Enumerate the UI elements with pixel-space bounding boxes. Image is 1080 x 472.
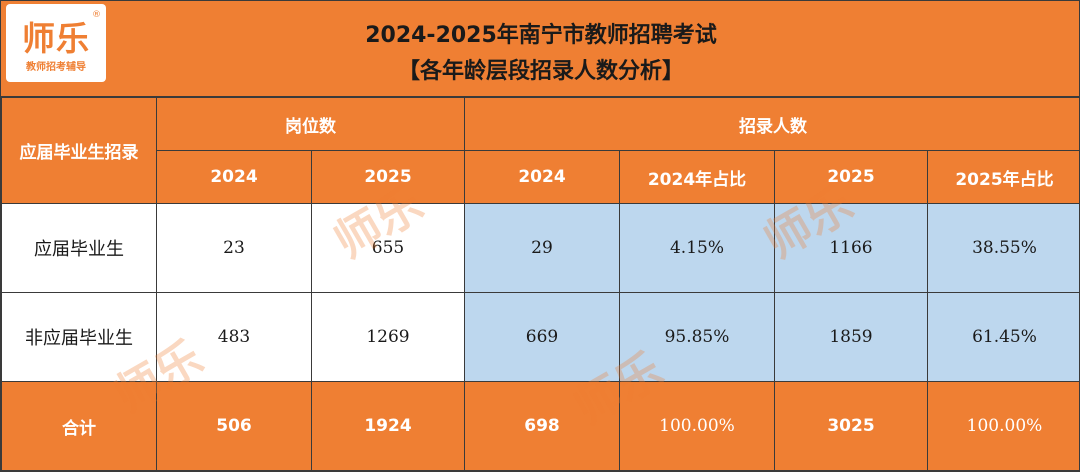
- logo-text: 师乐: [22, 19, 90, 58]
- total-cell: 1924: [311, 381, 465, 471]
- total-cell: 100.00%: [619, 381, 775, 471]
- registered-mark: ®: [92, 10, 101, 20]
- row-label: 非应届毕业生: [1, 292, 157, 382]
- corner-header: 应届毕业生招录: [1, 97, 157, 204]
- table-cell: 1269: [311, 292, 465, 382]
- total-cell: 3025: [774, 381, 928, 471]
- table-cell: 669: [464, 292, 620, 382]
- total-cell: 698: [464, 381, 620, 471]
- table-cell: 1859: [774, 292, 928, 382]
- logo: 师乐 ® 教师招考辅导: [6, 4, 106, 82]
- group-header-posts: 岗位数: [156, 97, 465, 151]
- table-cell: 4.15%: [619, 203, 775, 293]
- header-banner: 师乐 ® 教师招考辅导 2024-2025年南宁市教师招聘考试 【各年龄层段招录…: [1, 1, 1079, 97]
- subheader: 2025: [774, 150, 928, 204]
- page-title: 2024-2025年南宁市教师招聘考试: [365, 23, 717, 48]
- total-label: 合计: [1, 381, 157, 471]
- subheader: 2024: [156, 150, 312, 204]
- subheader: 2024年占比: [619, 150, 775, 204]
- table-cell: 655: [311, 203, 465, 293]
- total-cell: 100.00%: [927, 381, 1079, 471]
- table-cell: 38.55%: [927, 203, 1079, 293]
- logo-subtitle: 教师招考辅导: [26, 62, 86, 73]
- table-cell: 1166: [774, 203, 928, 293]
- total-row: 合计 506 1924 698 100.00% 3025 100.00%: [1, 381, 1079, 471]
- table-cell: 483: [156, 292, 312, 382]
- hiring-table: 应届毕业生招录 岗位数 招录人数 2024 2025 2024 2024年占比 …: [1, 97, 1079, 471]
- subheader: 2024: [464, 150, 620, 204]
- table-cell: 29: [464, 203, 620, 293]
- table-cell: 23: [156, 203, 312, 293]
- table-cell: 61.45%: [927, 292, 1079, 382]
- subheader: 2025: [311, 150, 465, 204]
- subheader: 2025年占比: [927, 150, 1079, 204]
- table-row: 应届毕业生 23 655 29 4.15% 1166 38.55%: [1, 203, 1079, 293]
- total-cell: 506: [156, 381, 312, 471]
- group-header-hires: 招录人数: [464, 97, 1079, 151]
- page-subtitle: 【各年龄层段招录人数分析】: [397, 59, 684, 84]
- row-label: 应届毕业生: [1, 203, 157, 293]
- table-row: 非应届毕业生 483 1269 669 95.85% 1859 61.45%: [1, 292, 1079, 382]
- table-cell: 95.85%: [619, 292, 775, 382]
